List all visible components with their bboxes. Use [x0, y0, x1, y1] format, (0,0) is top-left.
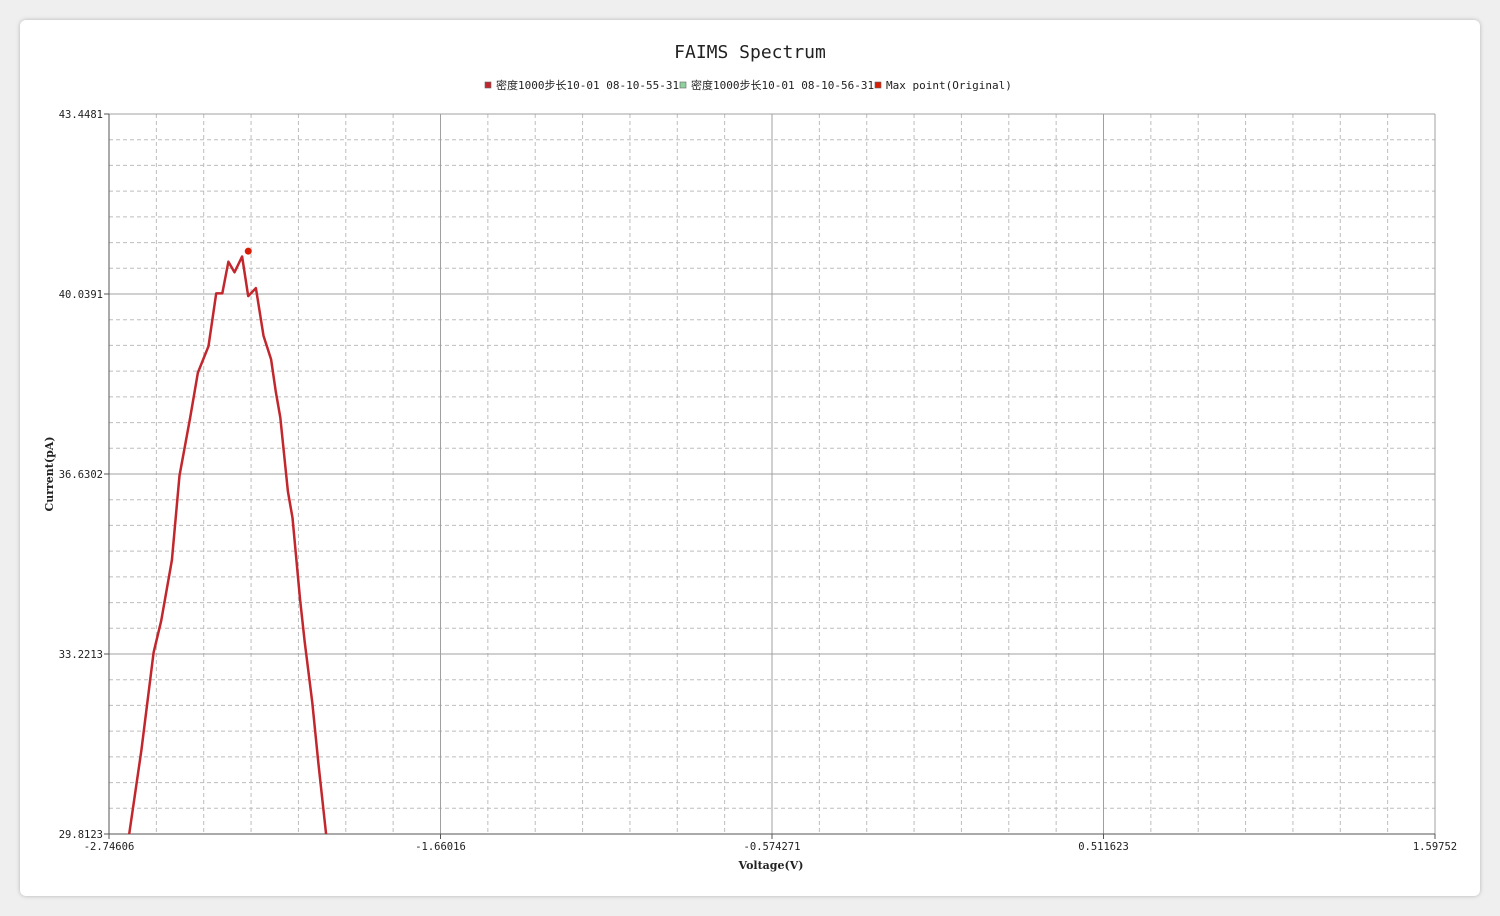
y-axis-label: Current(pA)	[43, 436, 56, 511]
plot-area[interactable]	[127, 247, 349, 916]
x-tick-label: -0.574271	[744, 841, 801, 853]
legend-item[interactable]: 密度1000步长10-01 08-10-55-31	[484, 78, 679, 92]
chart-card	[20, 20, 1480, 896]
x-tick-label: 1.59752	[1413, 841, 1457, 853]
legend-swatch	[679, 81, 687, 89]
legend-item[interactable]: 密度1000步长10-01 08-10-56-31	[679, 78, 874, 92]
y-tick-label: 43.4481	[59, 109, 103, 121]
series-line[interactable]	[127, 255, 349, 916]
legend[interactable]: 密度1000步长10-01 08-10-55-31 密度1000步长10-01 0…	[484, 78, 1012, 92]
plot-clipped	[127, 255, 349, 916]
chart-title: FAIMS Spectrum	[674, 42, 826, 63]
legend-swatch	[874, 81, 882, 89]
max-point-marker[interactable]	[244, 247, 252, 255]
y-tick-label: 40.0391	[59, 289, 103, 301]
axes	[104, 113, 1436, 839]
y-tick-label: 36.6302	[59, 469, 103, 481]
x-axis-label: Voltage(V)	[738, 859, 804, 872]
legend-label: Max point(Original)	[886, 79, 1012, 92]
legend-swatch	[484, 81, 492, 89]
legend-item[interactable]: Max point(Original)	[874, 79, 1012, 92]
x-tick-label: 0.511623	[1078, 841, 1129, 853]
x-tick-label: -2.74606	[84, 841, 135, 853]
y-tick-label: 33.2213	[59, 649, 103, 661]
y-tick-label: 29.8123	[59, 829, 103, 841]
x-tick-label: -1.66016	[415, 841, 466, 853]
legend-label: 密度1000步长10-01 08-10-55-31	[496, 78, 679, 92]
legend-label: 密度1000步长10-01 08-10-56-31	[691, 78, 874, 92]
grid-major	[108, 113, 1436, 835]
tick-labels: -2.74606 -1.66016 -0.574271 0.511623 1.59752…	[59, 109, 1457, 853]
